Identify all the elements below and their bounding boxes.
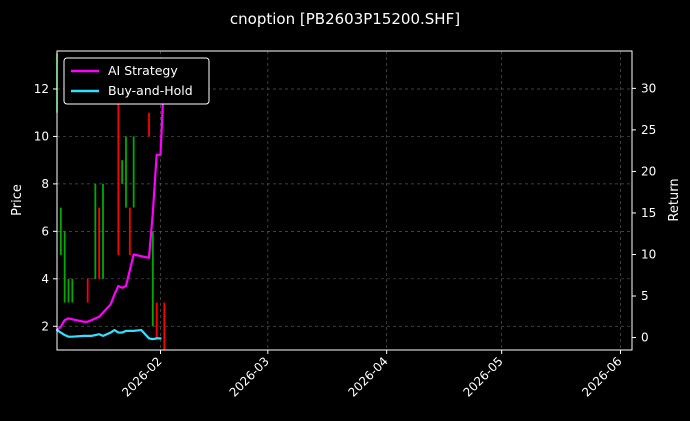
candle <box>59 207 62 256</box>
series-layer <box>55 70 166 341</box>
candle <box>102 183 104 279</box>
y-right-tick-label: 25 <box>641 123 656 137</box>
y-left-tick-label: 4 <box>41 272 49 286</box>
candle <box>128 207 131 256</box>
chart-title: cnoption [PB2603P15200.SHF] <box>230 10 460 28</box>
candle <box>67 278 70 303</box>
plot-frame <box>56 50 633 351</box>
y-axis-left-title: Price <box>10 184 25 216</box>
y-left-tick-label: 12 <box>34 82 49 96</box>
legend-label-ai-strategy: AI Strategy <box>108 63 178 78</box>
legend: AI Strategy Buy-and-Hold <box>63 57 210 105</box>
y-left-tick-label: 6 <box>41 224 49 238</box>
y-axis-right-title: Return <box>667 178 682 221</box>
series-line-ai-strategy <box>55 70 166 332</box>
candle <box>117 88 120 256</box>
y-right-tick-label: 20 <box>641 164 656 178</box>
legend-label-buy-and-hold: Buy-and-Hold <box>108 83 193 98</box>
y-right-tick-label: 0 <box>641 331 649 345</box>
y-right-tick-label: 10 <box>641 247 656 261</box>
candle <box>148 112 150 137</box>
candle <box>155 302 158 339</box>
candle <box>151 231 154 327</box>
candle <box>132 136 135 208</box>
candle <box>90 278 93 280</box>
candle <box>71 278 74 303</box>
y-left-tick-label: 10 <box>34 129 49 143</box>
legend-box <box>63 57 210 105</box>
candle <box>125 136 127 208</box>
candle <box>163 302 166 350</box>
y-left-tick-label: 8 <box>41 177 49 191</box>
y-axis-left: 2 4 6 8 10 12 <box>34 82 57 333</box>
candle-layer <box>56 53 166 350</box>
y-right-tick-label: 30 <box>641 81 656 95</box>
y-axis-right: 0 5 10 15 20 25 30 <box>632 81 656 345</box>
candle <box>86 278 89 303</box>
candle <box>98 207 101 279</box>
y-left-tick-label: 2 <box>41 319 49 333</box>
candle <box>121 160 124 184</box>
y-right-tick-label: 15 <box>641 206 656 220</box>
candle <box>94 183 97 279</box>
series-line-buy-and-hold <box>55 328 162 341</box>
y-right-tick-label: 5 <box>641 289 649 303</box>
candle <box>63 231 66 303</box>
candle <box>105 230 108 232</box>
